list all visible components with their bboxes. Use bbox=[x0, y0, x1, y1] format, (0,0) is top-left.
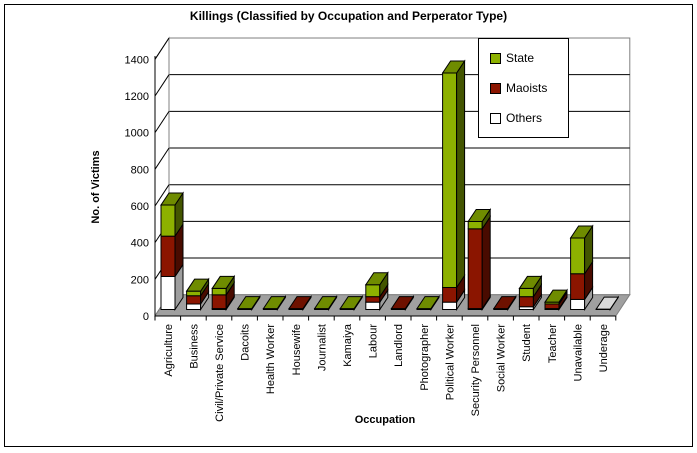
y-tick-label-1000: 1000 bbox=[125, 128, 149, 140]
bar-top-agriculture bbox=[160, 192, 184, 206]
bar-top-security-personnel bbox=[467, 208, 492, 222]
x-category-label: Unavailable bbox=[572, 324, 584, 381]
bar-top-housewife bbox=[288, 296, 312, 310]
bar-top-labour bbox=[364, 272, 389, 286]
y-tick-label-1200: 1200 bbox=[125, 91, 149, 103]
bar-top-unavailable bbox=[569, 225, 594, 239]
bar-front-others bbox=[160, 275, 176, 311]
y-tick-line-1200 bbox=[154, 74, 170, 97]
bar-top-landlord bbox=[390, 296, 415, 310]
y-axis-title: No. of Victims bbox=[90, 150, 102, 224]
y-tick-label-800: 800 bbox=[131, 164, 149, 176]
bar-front-others bbox=[442, 301, 458, 310]
bar-front-maoists bbox=[160, 235, 176, 277]
bar-top-student bbox=[518, 275, 543, 289]
bar-top-kamaiya bbox=[339, 296, 364, 310]
bar-top-journalist bbox=[313, 296, 338, 310]
x-category-label: Landlord bbox=[393, 324, 405, 367]
y-tick-label-600: 600 bbox=[131, 201, 149, 213]
bar-front-state bbox=[467, 220, 483, 230]
y-tick-label-400: 400 bbox=[131, 238, 149, 250]
legend-item-maoists: Maoists bbox=[490, 81, 568, 95]
x-category-label: Political Worker bbox=[444, 324, 456, 401]
x-category-label: Business bbox=[188, 324, 200, 369]
legend-item-others: Others bbox=[490, 111, 568, 125]
bar-front-state bbox=[365, 284, 381, 298]
x-category-label: Student bbox=[521, 324, 533, 362]
bar-front-maoists bbox=[211, 294, 227, 310]
bar-top-business bbox=[185, 278, 210, 292]
bar-front-others bbox=[570, 298, 586, 310]
x-category-label: Labour bbox=[368, 324, 380, 359]
bar-top-teacher bbox=[544, 289, 568, 303]
bar-front-others bbox=[186, 303, 202, 311]
y-tick-line-600 bbox=[154, 184, 170, 207]
legend-label: State bbox=[506, 51, 535, 65]
x-category-label: Underage bbox=[598, 324, 610, 372]
bar-front-state bbox=[186, 290, 202, 297]
bar-top-social-worker bbox=[492, 296, 517, 310]
x-category-label: Photographer bbox=[419, 324, 431, 391]
x-category-label: Security Personnel bbox=[470, 324, 482, 416]
bar-front-maoists bbox=[518, 296, 534, 308]
x-category-label: Housewife bbox=[291, 324, 303, 375]
chart-title: Killings (Classified by Occupation and P… bbox=[189, 9, 508, 23]
others-legend-swatch-icon bbox=[490, 112, 501, 124]
bar-side-maoists bbox=[481, 215, 491, 311]
x-category-label: Journalist bbox=[316, 324, 328, 371]
bar-front-state bbox=[518, 287, 534, 298]
bar-front-maoists bbox=[570, 273, 586, 300]
y-tick-line-1000 bbox=[154, 111, 170, 133]
bar-front-state bbox=[570, 237, 586, 275]
x-axis-title: Occupation bbox=[354, 414, 416, 426]
bar-top-civil-private-service bbox=[211, 275, 236, 289]
bar-front-maoists bbox=[365, 296, 381, 303]
x-category-label: Civil/Private Service bbox=[214, 324, 226, 422]
bar-front-maoists bbox=[442, 286, 458, 303]
y-tick-label-0: 0 bbox=[143, 311, 149, 323]
bar-top-photographer bbox=[416, 296, 440, 310]
y-tick-line-800 bbox=[154, 147, 170, 170]
bar-top-health-worker bbox=[262, 296, 287, 310]
x-category-label: Social Worker bbox=[496, 324, 508, 393]
x-category-label: Agriculture bbox=[163, 324, 175, 377]
bar-top-underage bbox=[595, 296, 620, 310]
bar-top-dacoits bbox=[236, 296, 261, 310]
legend: State Maoists Others bbox=[478, 38, 569, 138]
bar-front-maoists bbox=[544, 303, 560, 310]
bar-front-state bbox=[211, 287, 227, 296]
bar-front-maoists bbox=[186, 295, 202, 305]
x-category-label: Dacoits bbox=[240, 324, 252, 361]
bar-top-political-worker bbox=[441, 60, 466, 74]
x-category-label: Teacher bbox=[547, 324, 559, 363]
bar-side-state bbox=[456, 59, 466, 290]
y-tick-label-200: 200 bbox=[131, 274, 149, 286]
y-tick-line-1400 bbox=[154, 37, 170, 60]
state-legend-swatch-icon bbox=[490, 52, 501, 64]
legend-label: Others bbox=[506, 111, 543, 125]
legend-label: Maoists bbox=[506, 81, 548, 95]
bar-front-others bbox=[365, 301, 381, 310]
bar-front-state bbox=[442, 72, 458, 288]
bar-front-state bbox=[160, 204, 176, 237]
x-category-label: Kamaiya bbox=[342, 323, 354, 367]
y-tick-label-1400: 1400 bbox=[125, 54, 149, 66]
bar-front-maoists bbox=[467, 228, 483, 310]
maoists-legend-swatch-icon bbox=[490, 82, 501, 94]
x-category-label: Health Worker bbox=[265, 324, 277, 394]
legend-item-state: State bbox=[490, 51, 568, 65]
